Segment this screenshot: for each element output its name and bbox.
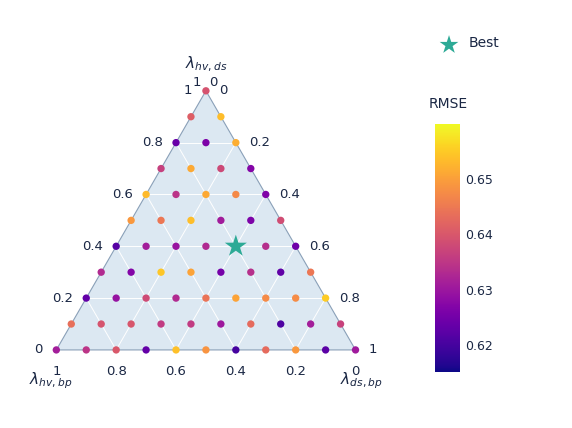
Text: 0.2: 0.2 xyxy=(285,365,306,378)
Text: 0.4: 0.4 xyxy=(279,188,300,201)
Point xyxy=(201,87,210,94)
Point xyxy=(201,191,210,198)
Point xyxy=(216,217,225,224)
Point xyxy=(201,243,210,250)
Polygon shape xyxy=(56,91,356,350)
Point xyxy=(231,191,240,198)
Text: RMSE: RMSE xyxy=(428,97,467,111)
Point xyxy=(216,165,225,172)
Point xyxy=(157,217,166,224)
Point xyxy=(141,243,150,250)
Point xyxy=(261,295,271,302)
Point xyxy=(97,321,106,327)
Text: 1: 1 xyxy=(52,365,61,378)
Point xyxy=(276,217,285,224)
Point xyxy=(186,217,196,224)
Point xyxy=(231,347,240,354)
Point xyxy=(157,165,166,172)
Text: 0.8: 0.8 xyxy=(106,365,126,378)
Point xyxy=(246,165,255,172)
Point xyxy=(216,321,225,327)
Point xyxy=(321,295,330,302)
Point xyxy=(82,347,91,354)
Point xyxy=(157,321,166,327)
Text: 0: 0 xyxy=(351,365,360,378)
Text: 0: 0 xyxy=(220,84,228,97)
Text: 1: 1 xyxy=(369,343,378,357)
Point xyxy=(112,295,121,302)
Point xyxy=(112,243,121,250)
Point xyxy=(336,321,345,327)
Point xyxy=(291,347,300,354)
Point xyxy=(172,191,181,198)
Point xyxy=(186,269,196,276)
Point xyxy=(186,321,196,327)
Point xyxy=(261,191,271,198)
Point xyxy=(444,42,454,48)
Point xyxy=(321,347,330,354)
Text: $\lambda_{hv,ds}$: $\lambda_{hv,ds}$ xyxy=(185,55,227,74)
Point xyxy=(201,295,210,302)
Point xyxy=(201,347,210,354)
Point xyxy=(246,217,255,224)
Point xyxy=(291,243,300,250)
Point xyxy=(126,269,136,276)
Text: Best: Best xyxy=(469,36,500,50)
Text: 0.8: 0.8 xyxy=(339,291,360,305)
Point xyxy=(231,243,240,250)
Text: 0.4: 0.4 xyxy=(225,365,247,378)
Point xyxy=(246,321,255,327)
Point xyxy=(306,269,315,276)
Point xyxy=(126,321,136,327)
Point xyxy=(172,295,181,302)
Text: 1  0: 1 0 xyxy=(193,76,219,89)
Point xyxy=(141,191,150,198)
Text: 0.2: 0.2 xyxy=(52,291,73,305)
Point xyxy=(67,321,76,327)
Point xyxy=(231,139,240,146)
Point xyxy=(291,295,300,302)
Text: 0.8: 0.8 xyxy=(142,136,162,149)
Point xyxy=(186,113,196,120)
Point xyxy=(306,321,315,327)
Point xyxy=(172,347,181,354)
Text: 0.4: 0.4 xyxy=(82,240,103,253)
Text: 0.2: 0.2 xyxy=(249,136,271,149)
Point xyxy=(97,269,106,276)
Point xyxy=(276,269,285,276)
Point xyxy=(141,295,150,302)
Point xyxy=(186,165,196,172)
Point xyxy=(231,295,240,302)
Point xyxy=(82,295,91,302)
Text: 0.6: 0.6 xyxy=(112,188,133,201)
Point xyxy=(172,243,181,250)
Point xyxy=(141,347,150,354)
Point xyxy=(261,347,271,354)
Text: 1: 1 xyxy=(184,84,192,97)
Point xyxy=(351,347,360,354)
Point xyxy=(201,139,210,146)
Text: 0.6: 0.6 xyxy=(309,240,330,253)
Point xyxy=(261,243,271,250)
Text: $\lambda_{hv,bp}$: $\lambda_{hv,bp}$ xyxy=(29,371,72,392)
Point xyxy=(231,243,240,250)
Point xyxy=(246,269,255,276)
Point xyxy=(51,347,61,354)
Text: 0.6: 0.6 xyxy=(165,365,186,378)
Point xyxy=(276,321,285,327)
Point xyxy=(112,347,121,354)
Point xyxy=(126,217,136,224)
Point xyxy=(157,269,166,276)
Text: 0: 0 xyxy=(34,343,43,357)
Point xyxy=(172,139,181,146)
Point xyxy=(216,269,225,276)
Point xyxy=(216,113,225,120)
Text: $\lambda_{ds,bp}$: $\lambda_{ds,bp}$ xyxy=(340,371,383,392)
